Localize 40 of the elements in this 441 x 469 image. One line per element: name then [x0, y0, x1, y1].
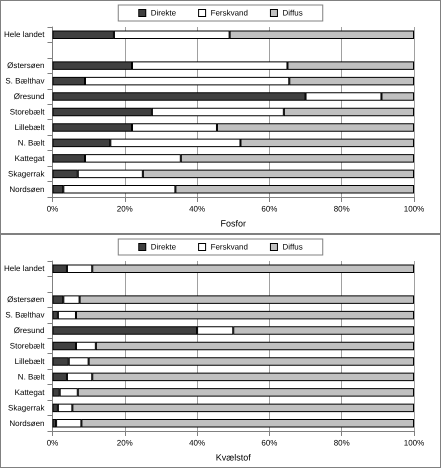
x-axis-title: Kvælstof: [216, 452, 252, 462]
x-tick-label: 0%: [46, 204, 58, 214]
x-axis-title: Fosfor: [220, 218, 246, 228]
y-tick-label: Storebælt: [10, 342, 46, 350]
x-tick-label: 80%: [334, 204, 350, 214]
x-tick-label: 80%: [334, 438, 350, 448]
y-tick-label: Lillebælt: [14, 356, 46, 366]
legend-label: Direkte: [150, 8, 177, 18]
y-tick-label: Storebælt: [10, 108, 46, 116]
legend-label: Diffus: [282, 242, 303, 252]
legend-label: Ferskvand: [210, 8, 248, 18]
y-tick-label: Østersøen: [7, 61, 44, 70]
x-tick-label: 20%: [116, 204, 133, 214]
x-tick-label: 60%: [261, 204, 278, 214]
y-tick-label: Kattegat: [14, 154, 46, 163]
y-tick-label: Nordsøen: [9, 184, 44, 194]
y-tick-label: N. Bælt: [18, 372, 46, 382]
x-tick-label: 20%: [116, 438, 133, 448]
legend-label: Ferskvand: [210, 242, 248, 252]
legend-label: Direkte: [150, 242, 177, 252]
y-tick-label: S. Bælthav: [5, 76, 44, 86]
y-tick-label: Hele landet: [4, 30, 46, 40]
y-tick-label: Nordsøen: [9, 418, 44, 428]
x-tick-label: 40%: [189, 204, 206, 214]
y-tick-label: Kattegat: [14, 388, 46, 397]
y-tick-label: Skagerrak: [8, 403, 46, 412]
y-tick-label: Øresund: [14, 326, 44, 336]
x-tick-label: 100%: [404, 204, 424, 214]
y-tick-label: Østersøen: [7, 295, 44, 304]
y-tick-label: S. Bælthav: [5, 310, 44, 320]
y-tick-label: N. Bælt: [18, 138, 46, 148]
y-tick-label: Skagerrak: [8, 169, 46, 178]
x-tick-label: 40%: [189, 438, 206, 448]
y-tick-label: Lillebælt: [14, 122, 46, 132]
x-tick-label: 60%: [261, 438, 278, 448]
x-tick-label: 0%: [46, 438, 58, 448]
y-tick-label: Øresund: [14, 92, 44, 102]
y-tick-label: Hele landet: [4, 264, 46, 274]
legend-label: Diffus: [282, 8, 303, 18]
x-tick-label: 100%: [404, 438, 424, 448]
